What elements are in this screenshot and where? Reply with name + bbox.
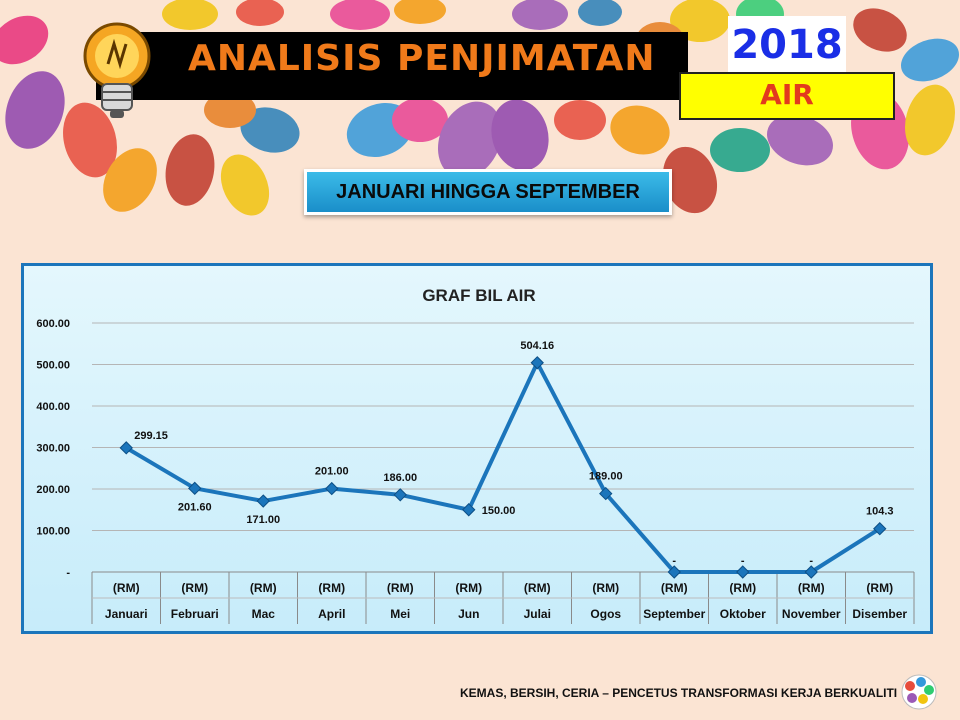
- chart-panel: GRAF BIL AIR - 100.00 200.00 300.00 400.00 50…: [21, 263, 933, 634]
- x-unit-label: (RM): [866, 581, 893, 595]
- x-unit-label: (RM): [661, 581, 688, 595]
- y-tick-label: 200.00: [36, 484, 70, 496]
- x-tick-label: Julai: [524, 607, 551, 621]
- period-banner: JANUARI HINGGA SEPTEMBER: [304, 169, 672, 215]
- x-unit-label: (RM): [592, 581, 619, 595]
- subject-label: AIR: [760, 78, 814, 111]
- data-point: [804, 565, 818, 579]
- y-tick-label: 400.00: [36, 401, 70, 413]
- data-point: [736, 565, 750, 579]
- y-tick-label: 500.00: [36, 360, 70, 372]
- x-tick-label: Disember: [852, 607, 907, 621]
- line-chart: GRAF BIL AIR - 100.00 200.00 300.00 400.00 50…: [36, 286, 915, 624]
- data-point: [256, 494, 270, 508]
- background-decoration: [0, 0, 960, 216]
- x-unit-label: (RM): [729, 581, 756, 595]
- data-label: 504.16: [520, 340, 554, 352]
- x-tick-label: Ogos: [590, 607, 621, 621]
- x-tick-label: Januari: [105, 607, 148, 621]
- year-box: [728, 16, 846, 78]
- data-point: [530, 356, 544, 370]
- data-point: [462, 503, 476, 517]
- data-label: -: [741, 555, 745, 567]
- x-unit-label: (RM): [250, 581, 277, 595]
- x-unit-label: (RM): [181, 581, 208, 595]
- data-label: -: [809, 555, 813, 567]
- x-unit-label: (RM): [113, 581, 140, 595]
- data-label: 104.3: [866, 506, 894, 518]
- footer-tagline: KEMAS, BERSIH, CERIA – PENCETUS TRANSFOR…: [460, 686, 898, 700]
- y-tick-label: 600.00: [36, 318, 70, 330]
- data-label: 201.60: [178, 501, 212, 513]
- x-tick-label: April: [318, 607, 345, 621]
- x-tick-label: Februari: [171, 607, 219, 621]
- x-unit-label: (RM): [798, 581, 825, 595]
- series-line: [125, 360, 881, 574]
- data-label: -: [672, 555, 676, 567]
- data-point: [873, 522, 887, 536]
- data-point: [599, 486, 613, 501]
- y-tick-label: 100.00: [36, 526, 70, 538]
- x-unit-label: (RM): [387, 581, 414, 595]
- y-tick-label: 300.00: [36, 443, 70, 455]
- data-label: 201.00: [315, 466, 349, 478]
- x-unit-label: (RM): [455, 581, 482, 595]
- data-label: 189.00: [589, 471, 623, 483]
- data-point: [393, 488, 407, 502]
- data-label: 150.00: [482, 505, 516, 517]
- chart-title: GRAF BIL AIR: [422, 286, 535, 305]
- period-label: JANUARI HINGGA SEPTEMBER: [336, 180, 640, 203]
- x-tick-label: Jun: [458, 607, 479, 621]
- x-tick-label: September: [643, 607, 705, 621]
- title-bar: [96, 32, 688, 100]
- data-point: [119, 441, 133, 455]
- lightbulb-icon: [83, 22, 151, 118]
- data-label: 299.15: [134, 430, 168, 442]
- subject-box: [679, 72, 895, 120]
- page-title: ANALISIS PENJIMATAN: [188, 38, 656, 79]
- data-point: [188, 481, 202, 496]
- organization-logo-icon: [901, 674, 937, 710]
- x-tick-label: Oktober: [720, 607, 766, 621]
- x-tick-label: Mac: [252, 607, 276, 621]
- year-label: 2018: [731, 22, 843, 68]
- data-label: 171.00: [246, 514, 280, 526]
- data-point: [667, 565, 681, 579]
- data-label: 186.00: [383, 472, 417, 484]
- x-unit-label: (RM): [524, 581, 551, 595]
- x-tick-label: Mei: [390, 607, 410, 621]
- x-unit-label: (RM): [318, 581, 345, 595]
- y-tick-label: -: [66, 567, 70, 579]
- x-tick-label: November: [782, 607, 841, 621]
- data-point: [325, 481, 339, 496]
